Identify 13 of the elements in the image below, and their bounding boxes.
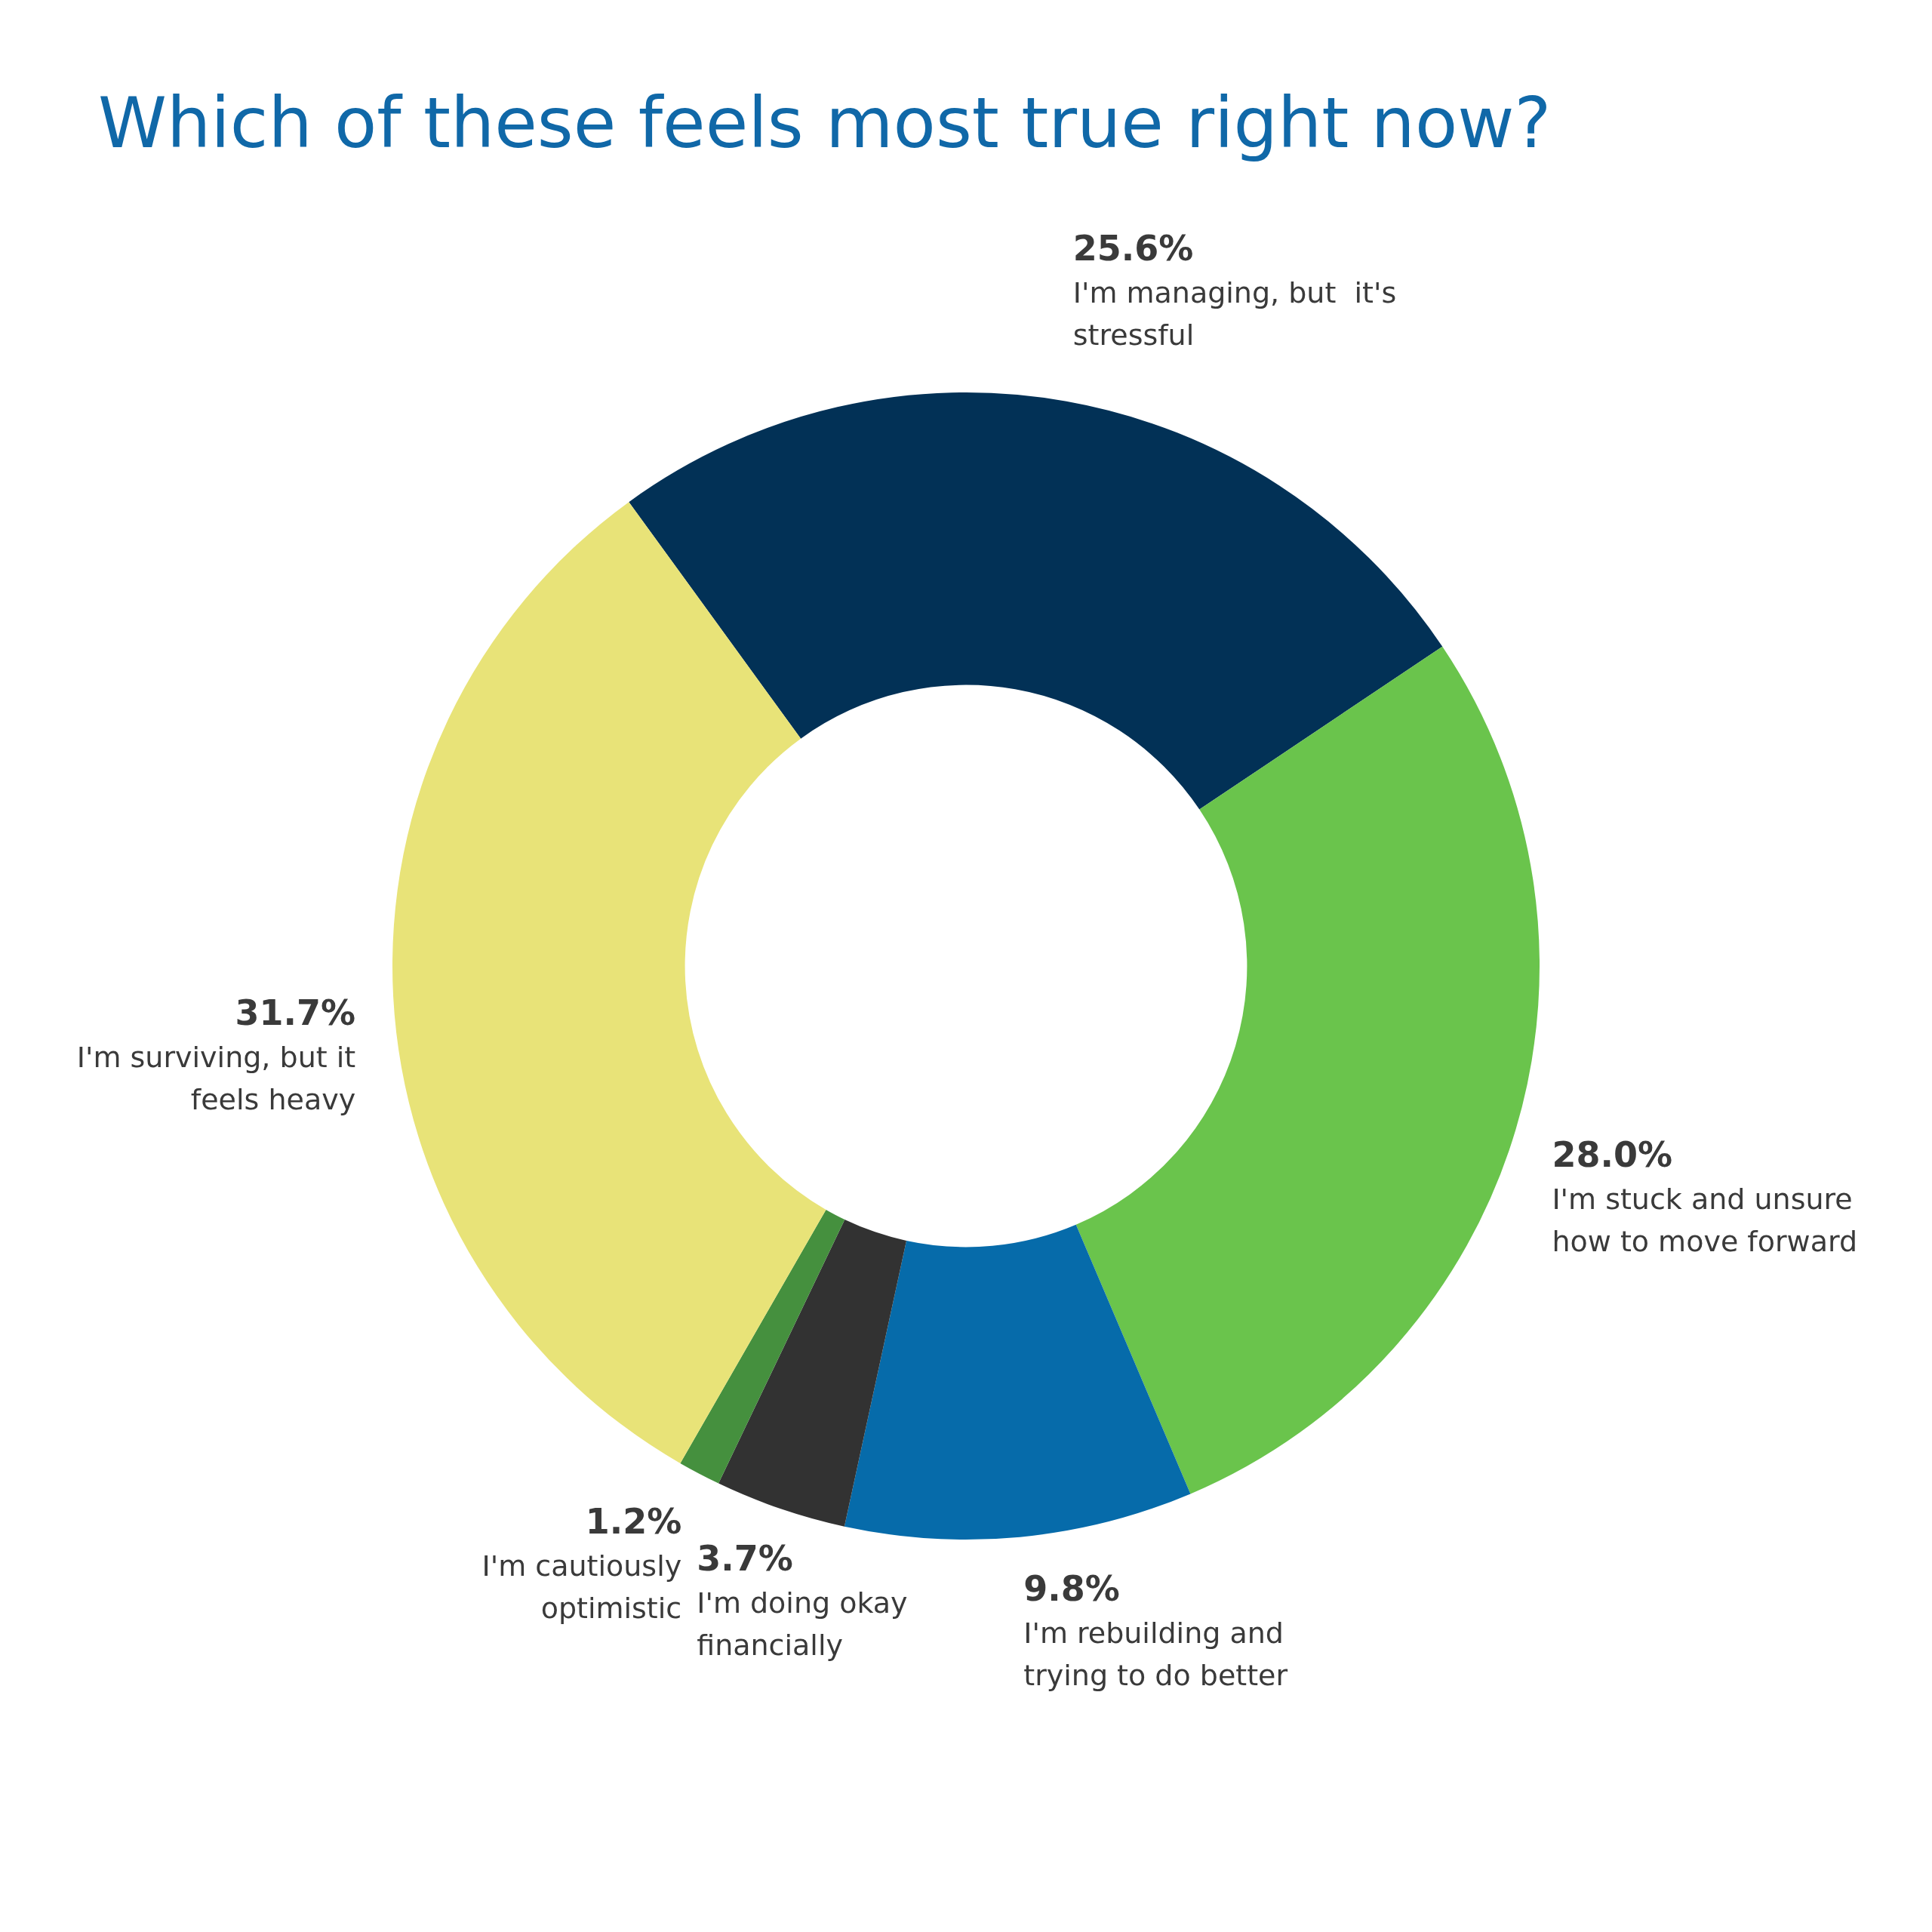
- slice-label: I'm stuck and unsure how to move forward: [1552, 1182, 1858, 1258]
- data-label: 9.8%: [1023, 1568, 1120, 1610]
- slice-label: I'm managing, but it's stressful: [1072, 276, 1397, 352]
- slice-label: I'm rebuilding and trying to do better: [1023, 1617, 1288, 1693]
- chart-title: Which of these feels most true right now?: [98, 83, 1552, 164]
- data-label: 3.7%: [697, 1538, 793, 1580]
- data-label: 31.7%: [235, 992, 356, 1034]
- data-label: 28.0%: [1552, 1134, 1672, 1175]
- data-label: 1.2%: [585, 1500, 682, 1542]
- slice-label: I'm surviving, but it feels heavy: [76, 1041, 356, 1117]
- slice-label: I'm cautiously optimistic: [481, 1549, 682, 1625]
- data-label: 25.6%: [1072, 228, 1194, 269]
- slice-label: I'm doing okay financially: [697, 1586, 908, 1663]
